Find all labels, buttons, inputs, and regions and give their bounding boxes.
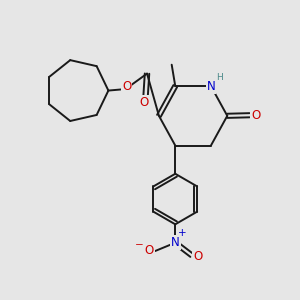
Text: N: N [171, 236, 180, 249]
Text: −: − [135, 239, 144, 250]
Text: O: O [140, 96, 149, 109]
Text: O: O [145, 244, 154, 257]
Text: O: O [122, 80, 131, 93]
Text: N: N [207, 80, 215, 93]
Text: +: + [178, 228, 186, 238]
Text: O: O [251, 109, 260, 122]
Text: H: H [216, 73, 223, 82]
Text: O: O [193, 250, 202, 263]
